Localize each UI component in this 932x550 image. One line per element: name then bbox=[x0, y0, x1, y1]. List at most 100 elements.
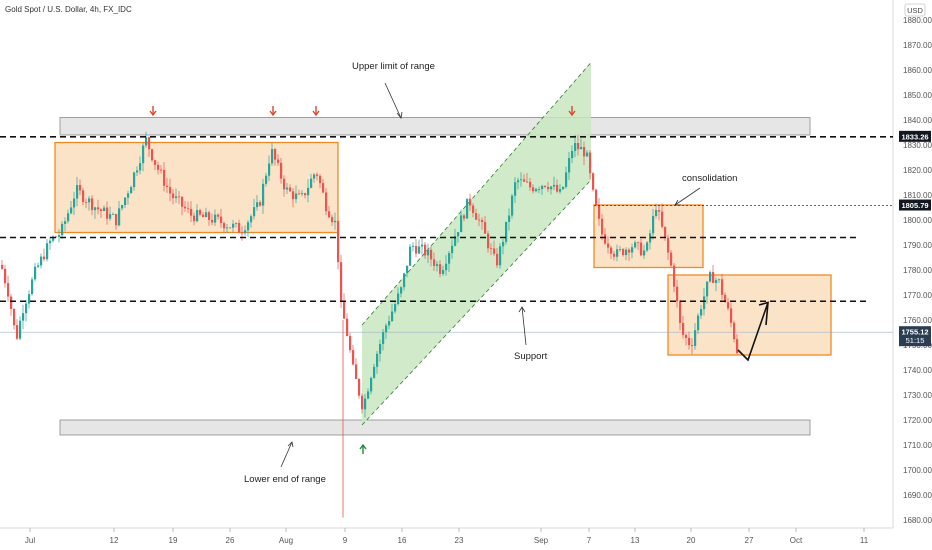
candle-body bbox=[280, 162, 283, 179]
x-tick-label: Jul bbox=[25, 536, 35, 545]
candle-body bbox=[208, 212, 211, 220]
candle-body bbox=[391, 311, 394, 322]
candle-body bbox=[205, 212, 208, 218]
candle-body bbox=[643, 250, 646, 256]
candle-body bbox=[694, 330, 697, 347]
sell-arrow-icon bbox=[149, 106, 157, 117]
candle-body bbox=[526, 181, 529, 183]
candle-body bbox=[472, 205, 475, 214]
annotation-lower-end: Lower end of range bbox=[244, 474, 326, 485]
candle-body bbox=[625, 249, 628, 256]
consolidation-box-1 bbox=[54, 141, 339, 234]
candle-body bbox=[529, 181, 532, 188]
candle-body bbox=[31, 279, 34, 295]
candle-body bbox=[292, 191, 295, 200]
candle-body bbox=[370, 377, 373, 392]
candle-body bbox=[466, 198, 469, 219]
candle-body bbox=[535, 189, 538, 192]
price-label-bg bbox=[899, 130, 931, 142]
candle-body bbox=[727, 302, 730, 309]
corner-control[interactable] bbox=[894, 529, 932, 550]
candle-body bbox=[28, 294, 31, 304]
candle-body bbox=[658, 210, 661, 212]
candle-body bbox=[163, 169, 166, 186]
candle-body bbox=[463, 215, 466, 219]
candle-body bbox=[289, 187, 292, 192]
x-tick-label: Sep bbox=[534, 536, 549, 545]
y-axis: 1680.00 1690.00 1700.00 1710.00 1720.00 1730.… bbox=[903, 16, 932, 525]
lower-range-zone bbox=[59, 419, 811, 436]
pointer-lower-end-head bbox=[287, 441, 294, 448]
candle-body bbox=[400, 287, 403, 294]
candle-body bbox=[412, 246, 415, 247]
candle-body bbox=[358, 378, 361, 396]
candle-body bbox=[340, 262, 343, 302]
candle-body bbox=[454, 236, 457, 246]
price-label-bg bbox=[899, 326, 931, 347]
candle-body bbox=[688, 337, 691, 346]
candle-body bbox=[247, 222, 250, 231]
candle-body bbox=[664, 226, 667, 238]
candle-body bbox=[673, 265, 676, 287]
candle-body bbox=[310, 178, 313, 188]
candle-body bbox=[718, 279, 721, 281]
candle-body bbox=[346, 318, 349, 336]
countdown-label: 51:15 bbox=[906, 336, 925, 345]
upper-range-zone bbox=[59, 117, 811, 136]
candle-body bbox=[199, 210, 202, 215]
y-tick-label: 1810.00 bbox=[903, 191, 932, 200]
candle-body bbox=[79, 185, 82, 191]
candle-body bbox=[34, 266, 37, 280]
candle-body bbox=[160, 169, 163, 171]
candle-body bbox=[442, 270, 445, 274]
candle-body bbox=[127, 193, 130, 198]
y-tick-label: 1800.00 bbox=[903, 216, 932, 225]
candle-body bbox=[475, 213, 478, 220]
candle-body bbox=[559, 189, 562, 192]
candle-body bbox=[565, 172, 568, 187]
candle-body bbox=[121, 205, 124, 209]
candle-body bbox=[262, 183, 265, 206]
candle-body bbox=[478, 219, 481, 221]
candle-body bbox=[691, 345, 694, 347]
currency-badge[interactable]: USD bbox=[907, 6, 923, 15]
candle-body bbox=[7, 283, 10, 297]
candle-body bbox=[241, 232, 244, 234]
candle-body bbox=[73, 198, 76, 208]
candle-body bbox=[487, 233, 490, 249]
candle-body bbox=[55, 236, 58, 238]
y-tick-label: 1710.00 bbox=[903, 441, 932, 450]
candle-body bbox=[607, 243, 610, 248]
pointer-consolidation bbox=[674, 187, 701, 206]
candle-body bbox=[544, 185, 547, 187]
candle-body bbox=[43, 256, 46, 260]
candle-body bbox=[37, 265, 40, 267]
y-tick-label: 1840.00 bbox=[903, 116, 932, 125]
candle-body bbox=[178, 196, 181, 198]
pointer-lower-end bbox=[280, 441, 293, 468]
candle-body bbox=[541, 185, 544, 189]
candle-body bbox=[76, 185, 79, 199]
y-tick-label: 1830.00 bbox=[903, 141, 932, 150]
candle-body bbox=[460, 215, 463, 233]
candle-body bbox=[538, 188, 541, 190]
projection-arrowhead bbox=[758, 301, 769, 326]
candle-body bbox=[244, 230, 247, 234]
candle-body bbox=[622, 249, 625, 256]
candle-body bbox=[277, 159, 280, 163]
candle-body bbox=[388, 321, 391, 326]
candle-body bbox=[256, 202, 259, 208]
candle-body bbox=[313, 174, 316, 179]
x-tick-label: 27 bbox=[745, 536, 754, 545]
candle-body bbox=[67, 213, 70, 222]
candle-body bbox=[316, 174, 319, 176]
candle-body bbox=[496, 253, 499, 266]
y-tick-label: 1730.00 bbox=[903, 391, 932, 400]
candle-body bbox=[613, 253, 616, 257]
annotation-support: Support bbox=[514, 351, 548, 362]
candle-body bbox=[139, 163, 142, 171]
candle-body bbox=[85, 202, 88, 203]
candle-body bbox=[724, 294, 727, 303]
candle-body bbox=[106, 207, 109, 219]
